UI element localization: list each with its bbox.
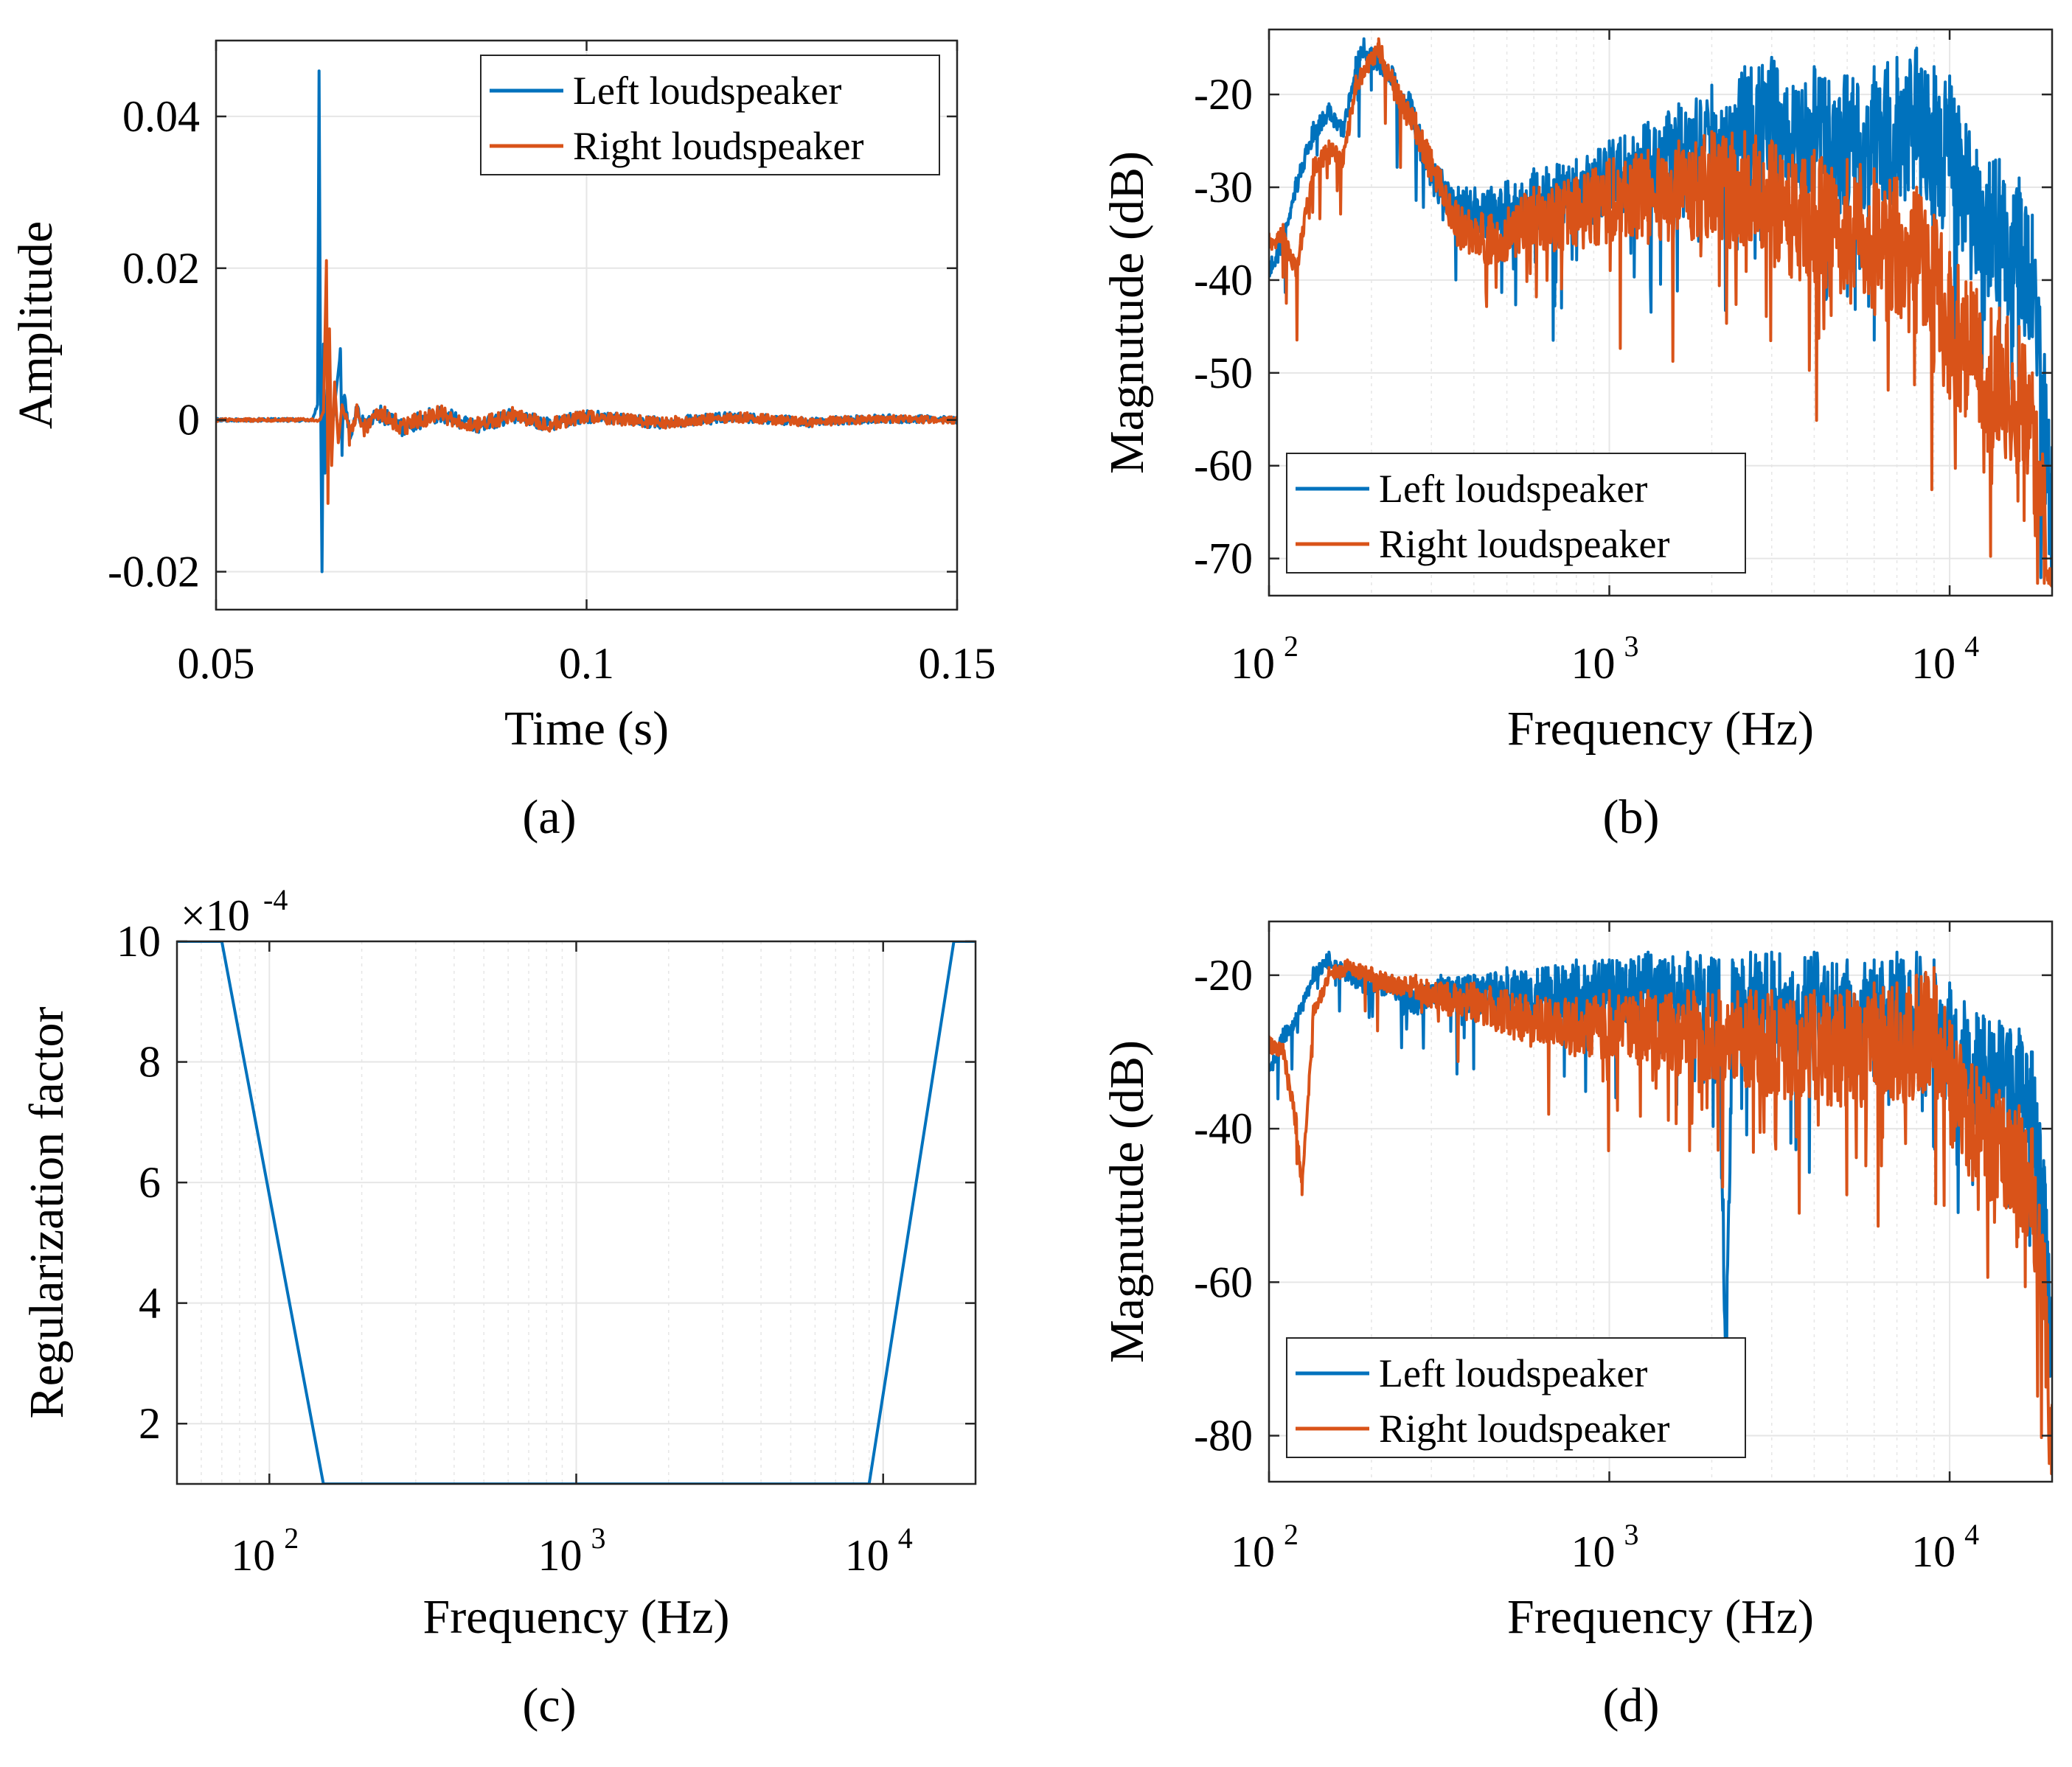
legend-entry: Right loudspeaker — [573, 124, 863, 168]
y-tick-label: -50 — [1194, 349, 1253, 397]
legend-box — [1286, 1337, 1746, 1458]
y-tick-label: 2 — [139, 1399, 161, 1448]
y-tick-label: -80 — [1194, 1412, 1253, 1460]
y-tick-label: -20 — [1194, 951, 1253, 1000]
y-tick-label: -30 — [1194, 163, 1253, 212]
x-tick-label: 10 — [1231, 1527, 1275, 1576]
axis-multiplier: ×10 — [181, 891, 250, 940]
y-axis-label: Magnutude (dB) — [1100, 1040, 1154, 1363]
x-tick-label: 10 — [1571, 639, 1616, 688]
chart-a: 0.05 0.1 0.15 -0.02 0 0.02 0.04 Time (s) Amplitu… — [9, 39, 996, 844]
y-tick-label: -60 — [1194, 442, 1253, 490]
series-line-right — [1269, 958, 2052, 1476]
legend-entry: Left loudspeaker — [573, 69, 841, 113]
axis-multiplier-exponent: -4 — [263, 883, 288, 916]
y-axis-label: Amplitude — [9, 221, 63, 429]
axes-box — [1268, 920, 2054, 1483]
x-tick-exponent: 4 — [898, 1522, 913, 1555]
y-tick-label: 4 — [139, 1279, 161, 1328]
series-line-right — [1269, 37, 2052, 588]
x-tick-label: 10 — [845, 1531, 889, 1580]
series-group — [1269, 37, 2052, 588]
series-group — [1269, 950, 2052, 1476]
legend-entry: Right loudspeaker — [1379, 522, 1669, 566]
y-axis-label: Magnutude (dB) — [1100, 151, 1154, 474]
series-line-right — [216, 259, 957, 505]
x-tick-label: 10 — [1911, 1527, 1955, 1576]
axes-box — [1268, 28, 2054, 597]
x-tick-label: 10 — [1911, 639, 1955, 688]
legend-entry: Right loudspeaker — [1379, 1407, 1669, 1451]
y-tick-label: 8 — [139, 1038, 161, 1087]
x-tick-label: 10 — [1231, 639, 1275, 688]
x-axis-label: Frequency (Hz) — [1507, 1590, 1814, 1644]
y-tick-label: -40 — [1194, 256, 1253, 304]
x-tick-exponent: 2 — [1284, 630, 1299, 663]
legend-entry: Left loudspeaker — [1379, 467, 1647, 511]
x-tick-exponent: 3 — [1624, 1518, 1639, 1551]
panel-caption: (d) — [1603, 1679, 1660, 1732]
panel-caption: (b) — [1603, 790, 1660, 844]
x-tick-exponent: 4 — [1964, 1518, 1979, 1551]
legend: Left loudspeaker Right loudspeaker — [1286, 453, 1746, 574]
x-tick-label: 10 — [231, 1531, 275, 1580]
x-axis-label: Frequency (Hz) — [1507, 702, 1814, 756]
x-tick-label: 0.1 — [559, 639, 614, 688]
y-tick-label: -60 — [1194, 1258, 1253, 1306]
panel-caption: (a) — [522, 790, 576, 844]
x-tick-exponent: 2 — [284, 1522, 299, 1555]
y-axis-label: Regularization factor — [20, 1007, 74, 1419]
y-tick-label: -70 — [1194, 534, 1253, 583]
y-tick-label: 10 — [117, 917, 161, 966]
y-tick-label: 0 — [178, 396, 200, 445]
y-tick-label: -0.02 — [108, 548, 200, 596]
x-tick-exponent: 3 — [1624, 630, 1639, 663]
x-tick-label: 10 — [538, 1531, 583, 1580]
x-tick-exponent: 3 — [591, 1522, 606, 1555]
legend-box — [1286, 453, 1746, 574]
series-group — [216, 69, 957, 574]
panel-caption: (c) — [522, 1679, 576, 1732]
x-tick-label: 10 — [1571, 1527, 1616, 1576]
x-tick-label: 0.15 — [919, 639, 996, 688]
x-axis-label: Frequency (Hz) — [423, 1590, 730, 1644]
y-tick-label: 0.04 — [122, 92, 200, 141]
legend: Left loudspeaker Right loudspeaker — [1286, 1337, 1746, 1458]
x-axis-label: Time (s) — [504, 702, 669, 756]
legend: Left loudspeaker Right loudspeaker — [480, 55, 940, 175]
x-tick-exponent: 2 — [1284, 1518, 1299, 1551]
y-tick-label: -20 — [1194, 70, 1253, 119]
y-tick-label: 6 — [139, 1158, 161, 1207]
y-tick-label: -40 — [1194, 1104, 1253, 1153]
legend-box — [480, 55, 940, 175]
y-tick-label: 0.02 — [122, 244, 200, 293]
legend-entry: Left loudspeaker — [1379, 1351, 1647, 1395]
x-tick-exponent: 4 — [1964, 630, 1979, 663]
x-tick-label: 0.05 — [178, 639, 255, 688]
